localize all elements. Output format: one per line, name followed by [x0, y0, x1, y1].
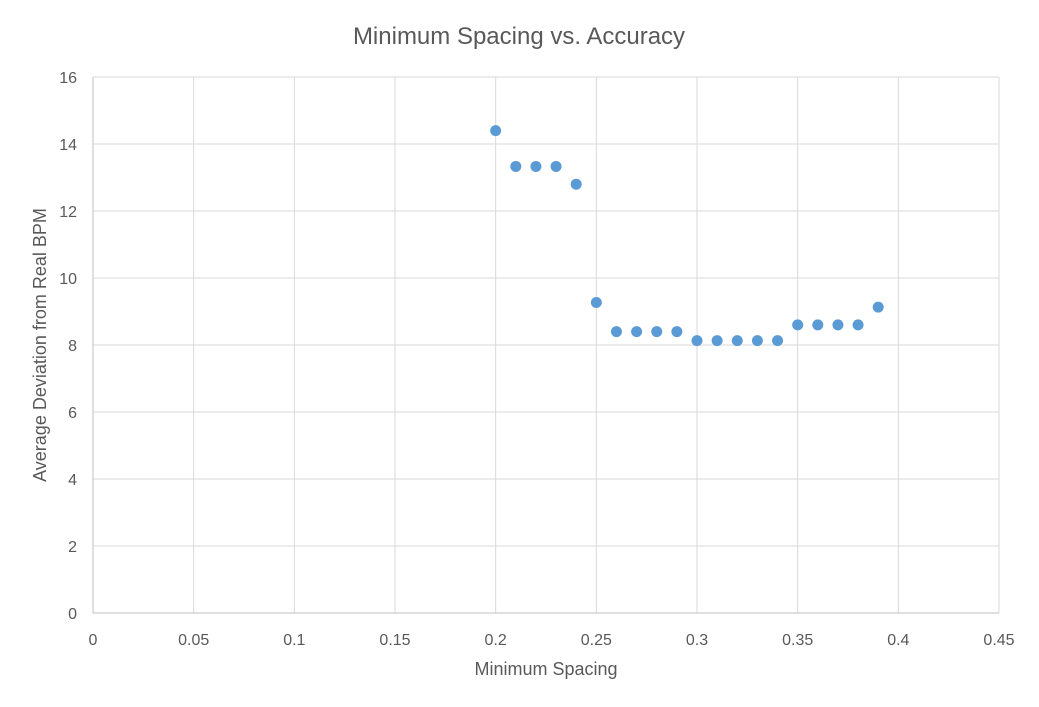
data-point	[812, 319, 824, 331]
data-point	[731, 335, 743, 347]
x-tick-label: 0.15	[379, 632, 410, 649]
y-tick-label: 12	[59, 204, 77, 221]
data-point	[751, 335, 763, 347]
y-tick-label: 6	[68, 405, 77, 422]
data-point	[550, 160, 562, 172]
x-tick-label: 0	[89, 632, 98, 649]
x-tick-label: 0.05	[178, 632, 209, 649]
data-point	[510, 160, 522, 172]
data-point	[691, 335, 703, 347]
data-point	[832, 319, 844, 331]
data-point	[772, 335, 784, 347]
data-point	[711, 335, 723, 347]
x-axis-ticks: 0 0.05 0.1 0.15 0.2 0.25 0.3 0.35 0.4 0.45	[89, 632, 1015, 649]
x-axis-label: Minimum Spacing	[474, 659, 617, 679]
x-tick-label: 0.1	[283, 632, 305, 649]
chart-title: Minimum Spacing vs. Accuracy	[353, 23, 685, 50]
y-tick-label: 2	[68, 539, 77, 556]
data-point	[671, 326, 683, 338]
x-tick-label: 0.35	[782, 632, 813, 649]
data-point	[852, 319, 864, 331]
data-points	[490, 125, 884, 347]
data-point	[651, 326, 663, 338]
x-tick-label: 0.45	[983, 632, 1014, 649]
data-point	[570, 178, 582, 190]
y-tick-label: 14	[59, 137, 77, 154]
y-tick-label: 8	[68, 338, 77, 355]
x-tick-label: 0.4	[887, 632, 909, 649]
y-axis-label: Average Deviation from Real BPM	[30, 208, 50, 482]
x-tick-label: 0.3	[686, 632, 708, 649]
data-point	[610, 326, 622, 338]
y-tick-label: 4	[68, 472, 77, 489]
x-tick-label: 0.25	[581, 632, 612, 649]
y-tick-label: 0	[68, 606, 77, 623]
y-tick-label: 10	[59, 271, 77, 288]
axes	[92, 77, 999, 614]
data-point	[792, 319, 804, 331]
data-point	[530, 160, 542, 172]
y-tick-label: 16	[59, 70, 77, 87]
data-point	[872, 301, 884, 313]
data-point	[590, 296, 602, 308]
y-axis-ticks: 0 2 4 6 8 10 12 14 16	[59, 70, 77, 623]
data-point	[631, 326, 643, 338]
x-tick-label: 0.2	[485, 632, 507, 649]
data-point	[490, 125, 502, 137]
